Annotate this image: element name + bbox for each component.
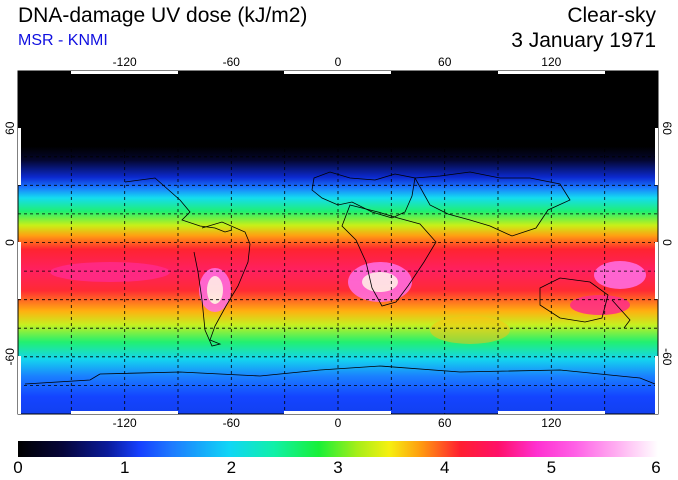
source-label: MSR - KNMI bbox=[18, 32, 108, 49]
colorbar-label: 5 bbox=[546, 458, 557, 477]
uv-dose-map: -120 -60 0 60 120 -120 -60 0 60 120 60 0… bbox=[3, 55, 674, 430]
sky-condition-label: Clear-sky bbox=[567, 4, 656, 27]
colorbar-label: 2 bbox=[226, 458, 237, 477]
uv-hotspots bbox=[50, 261, 646, 344]
colorbar-label: 6 bbox=[651, 458, 661, 477]
lon-tick-top: -120 bbox=[113, 55, 137, 69]
lon-tick-top: 0 bbox=[335, 55, 342, 69]
lat-tick-right: 0 bbox=[660, 239, 674, 246]
colorbar bbox=[18, 441, 658, 457]
lat-tick-right: -60 bbox=[660, 348, 674, 366]
lon-tick-top: 120 bbox=[541, 55, 561, 69]
lon-tick-bottom: -120 bbox=[113, 416, 137, 430]
colorbar-label: 0 bbox=[13, 458, 23, 477]
graticule bbox=[18, 71, 658, 414]
lat-tick-right: 60 bbox=[660, 122, 674, 136]
lon-tick-top: -60 bbox=[223, 55, 241, 69]
lat-tick-left: 60 bbox=[3, 121, 17, 135]
map-frame bbox=[17, 70, 659, 415]
lon-tick-bottom: -60 bbox=[223, 416, 241, 430]
lon-tick-bottom: 60 bbox=[438, 416, 452, 430]
colorbar-label: 3 bbox=[333, 458, 343, 477]
lon-tick-top: 60 bbox=[438, 55, 452, 69]
colorbar-gradient bbox=[18, 441, 658, 457]
lat-tick-left: 0 bbox=[3, 239, 17, 246]
date-label: 3 January 1971 bbox=[511, 29, 656, 52]
lon-tick-bottom: 120 bbox=[541, 416, 561, 430]
lat-tick-left: -60 bbox=[3, 348, 17, 366]
colorbar-label: 4 bbox=[439, 458, 450, 477]
map-title: DNA-damage UV dose (kJ/m2) bbox=[18, 4, 308, 27]
colorbar-label: 1 bbox=[119, 458, 130, 477]
lon-tick-bottom: 0 bbox=[335, 416, 342, 430]
